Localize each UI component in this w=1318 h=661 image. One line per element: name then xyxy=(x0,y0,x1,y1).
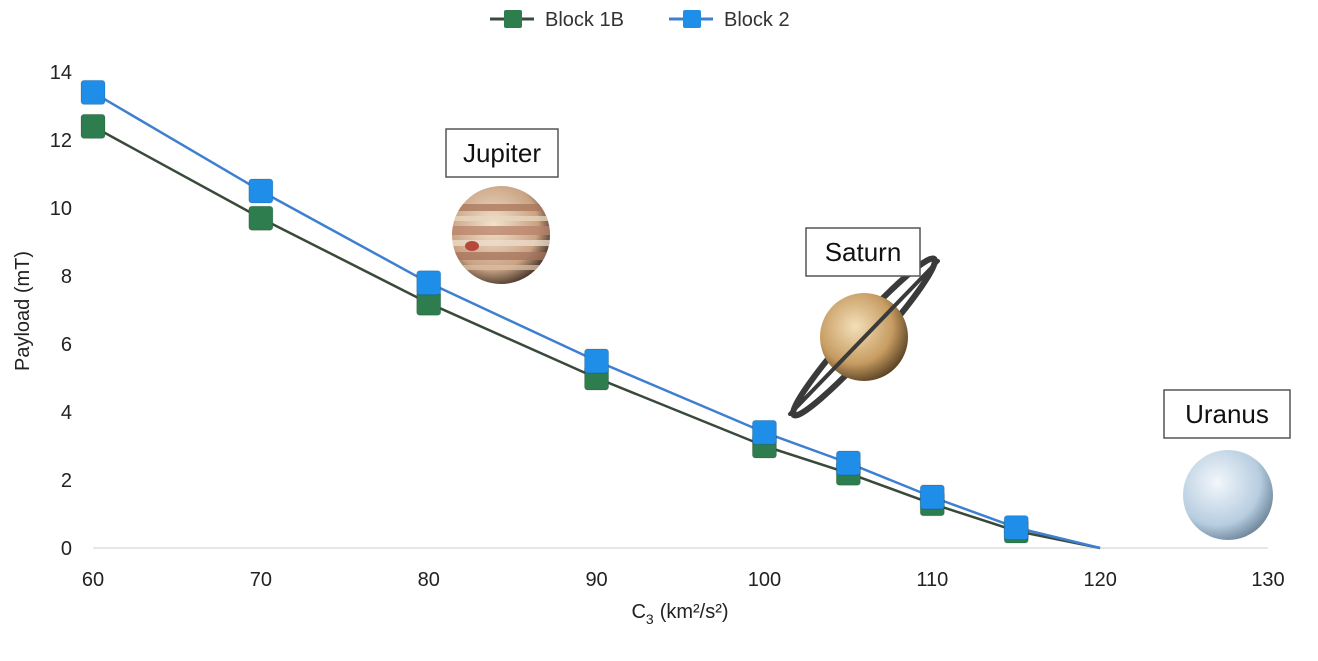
annotation-jupiter: Jupiter xyxy=(445,128,559,178)
x-tick-label: 120 xyxy=(1083,569,1116,591)
data-point-block-2[interactable] xyxy=(584,348,610,374)
annotation-label-saturn: Saturn xyxy=(825,237,902,267)
y-tick-labels: 0 2 4 6 8 10 12 14 xyxy=(50,62,72,560)
legend: Block 1B Block 2 xyxy=(490,9,790,31)
y-tick-label: 12 xyxy=(50,130,72,152)
y-tick-label: 8 xyxy=(61,266,72,288)
legend-label-block-2: Block 2 xyxy=(724,9,790,31)
data-point-block-2[interactable] xyxy=(919,484,945,510)
saturn-icon xyxy=(788,255,940,419)
y-tick-label: 0 xyxy=(61,538,72,560)
legend-label-block-1b: Block 1B xyxy=(545,9,624,31)
jupiter-icon xyxy=(452,186,550,284)
y-tick-label: 6 xyxy=(61,334,72,356)
x-tick-label: 80 xyxy=(418,569,440,591)
x-axis-title: C3 (km²/s²) xyxy=(631,601,728,627)
x-tick-label: 70 xyxy=(250,569,272,591)
data-point-block-1b[interactable] xyxy=(248,205,274,231)
annotation-label-uranus: Uranus xyxy=(1185,399,1269,429)
series-line-block-1b xyxy=(92,125,1101,550)
y-tick-label: 2 xyxy=(61,470,72,492)
x-tick-labels: 60 70 80 90 100 110 120 130 xyxy=(82,569,1285,591)
y-axis-title: Payload (mT) xyxy=(12,251,34,371)
data-point-block-2[interactable] xyxy=(1003,515,1029,541)
uranus-icon xyxy=(1183,450,1273,540)
x-axis-title-unit: (km²/s²) xyxy=(660,601,729,623)
series-layer xyxy=(80,79,1101,550)
legend-item-block-2[interactable]: Block 2 xyxy=(669,9,790,31)
y-tick-label: 4 xyxy=(61,402,72,424)
annotation-saturn: Saturn xyxy=(805,227,921,277)
data-point-block-2[interactable] xyxy=(248,178,274,204)
annotation-uranus: Uranus xyxy=(1163,389,1291,439)
x-axis-title-base: C xyxy=(631,601,645,623)
x-tick-label: 100 xyxy=(748,569,781,591)
series-line-block-2 xyxy=(92,91,1101,550)
x-axis-title-subscript: 3 xyxy=(646,611,654,627)
data-point-block-2[interactable] xyxy=(835,450,861,476)
data-point-block-2[interactable] xyxy=(751,419,777,445)
data-point-block-2[interactable] xyxy=(416,270,442,296)
y-tick-label: 10 xyxy=(50,198,72,220)
x-tick-label: 60 xyxy=(82,569,104,591)
x-tick-label: 110 xyxy=(916,569,948,591)
data-point-block-2[interactable] xyxy=(80,79,106,105)
x-tick-label: 130 xyxy=(1251,569,1284,591)
y-tick-label: 14 xyxy=(50,62,72,84)
legend-item-block-1b[interactable]: Block 1B xyxy=(490,9,624,31)
data-point-block-1b[interactable] xyxy=(80,113,106,139)
x-tick-label: 90 xyxy=(585,569,607,591)
annotation-label-jupiter: Jupiter xyxy=(463,138,541,168)
